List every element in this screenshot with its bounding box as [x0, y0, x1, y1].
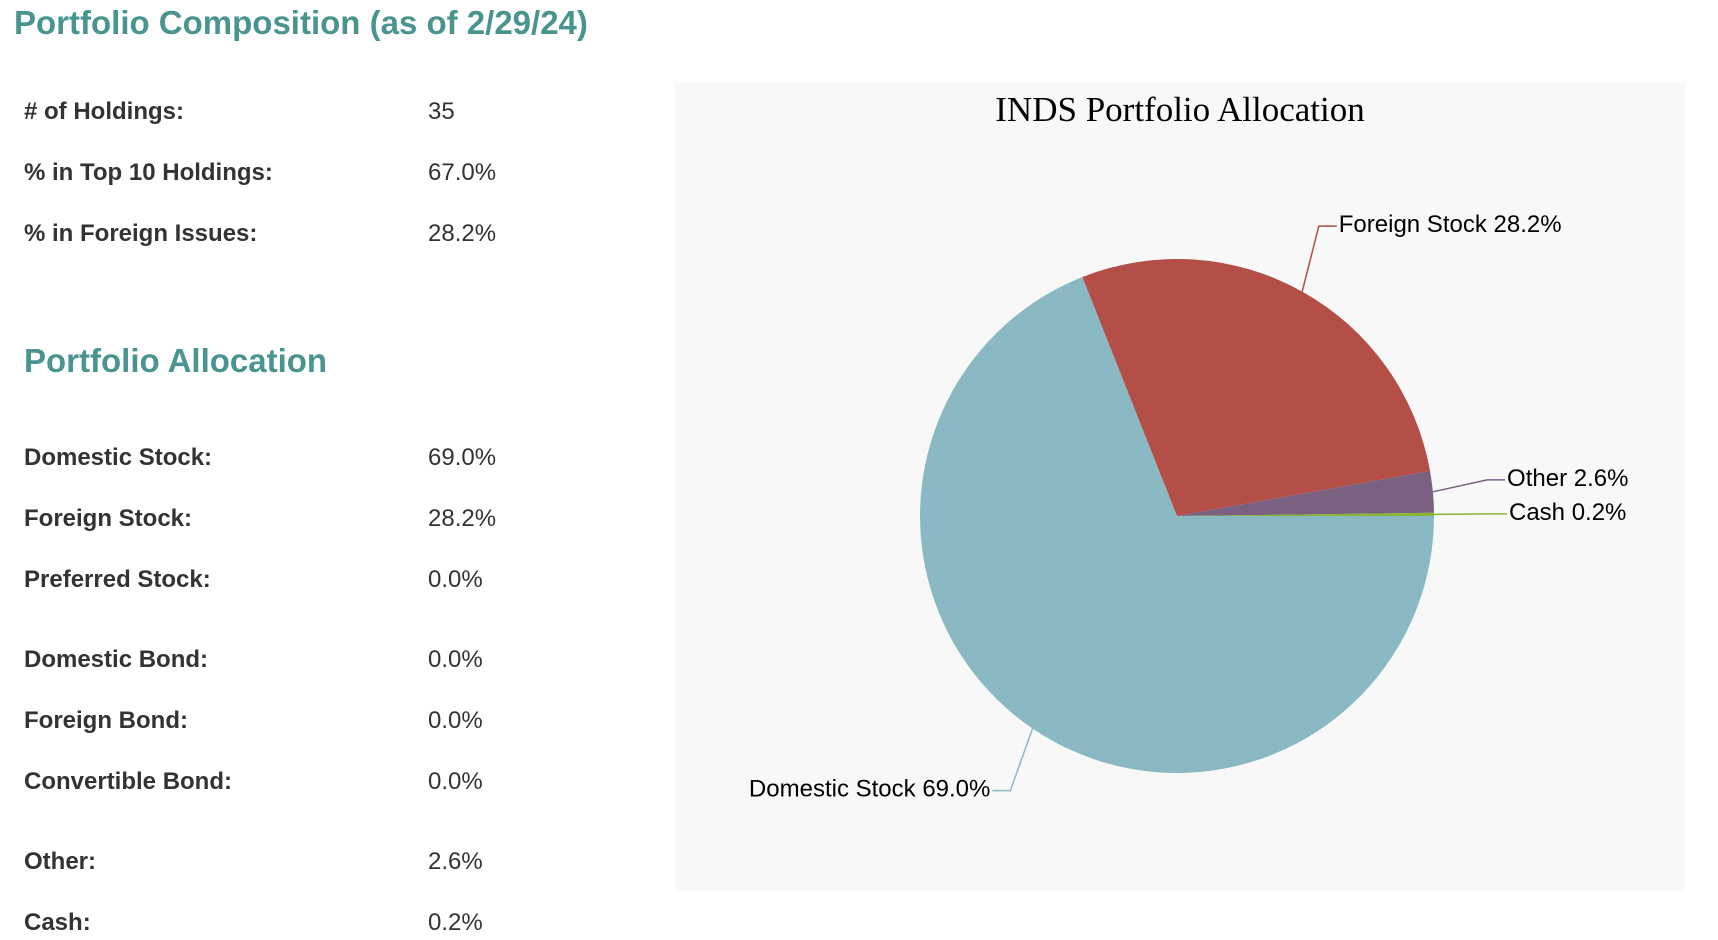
row-value: 28.2%	[428, 505, 497, 532]
label-value: 2.6%	[1574, 465, 1629, 492]
row-value: 0.0%	[428, 707, 483, 734]
label-value: 0.2%	[1572, 499, 1627, 526]
pie-slice	[1177, 512, 1434, 516]
label-connector	[1301, 225, 1337, 292]
data-label: Domestic Stock 69.0%	[749, 776, 990, 803]
row-label: Convertible Bond:	[24, 768, 232, 795]
row-value: 0.0%	[428, 646, 483, 673]
row-value: 69.0%	[428, 444, 497, 471]
allocation-title: Portfolio Allocation	[24, 342, 328, 379]
row-label: % in Top 10 Holdings:	[24, 159, 273, 186]
label-value: 28.2%	[1494, 211, 1562, 238]
label-category: Other	[1507, 465, 1567, 492]
label-category: Domestic Stock	[749, 776, 917, 803]
row-label: Cash:	[24, 909, 91, 936]
row-value: 0.0%	[428, 768, 483, 795]
data-label: Other 2.6%	[1507, 465, 1628, 492]
row-value: 0.2%	[428, 909, 483, 936]
row-label: # of Holdings:	[24, 98, 184, 125]
chart-title: INDS Portfolio Allocation	[995, 90, 1364, 129]
composition-title: Portfolio Composition (as of 2/29/24)	[14, 4, 588, 41]
row-label: Foreign Bond:	[24, 707, 188, 734]
label-category: Foreign Stock	[1339, 211, 1488, 238]
row-label: % in Foreign Issues:	[24, 220, 258, 247]
row-label: Other:	[24, 848, 96, 875]
row-value: 0.0%	[428, 566, 483, 593]
row-label: Domestic Bond:	[24, 646, 209, 673]
row-value: 67.0%	[428, 159, 497, 186]
data-label: Cash 0.2%	[1509, 499, 1626, 526]
row-value: 2.6%	[428, 848, 483, 875]
pie-slice	[1082, 258, 1431, 516]
pie-slice	[920, 277, 1434, 773]
row-label: Domestic Stock:	[24, 444, 213, 471]
label-connector	[1432, 479, 1506, 493]
label-value: 69.0%	[922, 776, 990, 803]
label-connector	[992, 728, 1034, 792]
row-label: Foreign Stock:	[24, 505, 193, 532]
row-value: 28.2%	[428, 220, 497, 247]
pie-slice	[1177, 471, 1434, 516]
row-label: Preferred Stock:	[24, 566, 211, 593]
label-category: Cash	[1509, 499, 1565, 526]
row-value: 35	[428, 98, 455, 125]
data-label: Foreign Stock 28.2%	[1339, 211, 1562, 238]
